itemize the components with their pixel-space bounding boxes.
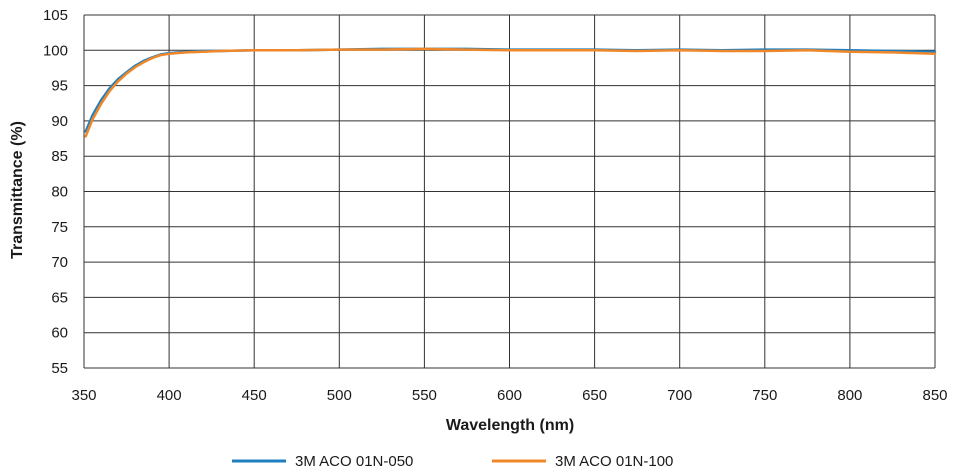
y-tick-label: 80	[51, 184, 68, 201]
x-tick-label: 450	[242, 387, 267, 404]
x-tick-label: 600	[497, 387, 522, 404]
y-tick-label: 100	[43, 42, 68, 59]
y-tick-label: 65	[51, 289, 68, 306]
grid	[83, 14, 936, 369]
x-tick-label: 800	[837, 387, 862, 404]
x-tick-label: 650	[582, 387, 607, 404]
x-tick-label: 850	[922, 387, 947, 404]
x-tick-label: 500	[327, 387, 352, 404]
y-tick-label: 70	[51, 254, 68, 271]
x-tick-label: 550	[412, 387, 437, 404]
y-tick-label: 85	[51, 148, 68, 165]
y-tick-label: 95	[51, 78, 68, 95]
legend: 3M ACO 01N-050 3M ACO 01N-100	[232, 453, 673, 470]
series-line-2	[84, 47, 937, 138]
y-tick-label: 90	[51, 113, 68, 130]
x-tick-label: 750	[752, 387, 777, 404]
x-tick-label: 350	[71, 387, 96, 404]
y-tick-label: 55	[51, 360, 68, 377]
x-axis-title: Wavelength (nm)	[446, 417, 574, 434]
series-line-1	[84, 47, 937, 133]
tick-labels: 350 400 450 500 550 600 650 700 750 800 850 55 60 65 7…	[43, 7, 948, 404]
x-tick-label: 400	[157, 387, 182, 404]
y-axis-title: Transmittance (%)	[9, 121, 26, 259]
y-tick-label: 105	[43, 7, 68, 24]
x-tick-label: 700	[667, 387, 692, 404]
legend-label-1: 3M ACO 01N-050	[295, 453, 413, 470]
y-tick-label: 60	[51, 325, 68, 342]
legend-label-2: 3M ACO 01N-100	[555, 453, 673, 470]
series-lines	[84, 47, 937, 138]
y-tick-label: 75	[51, 219, 68, 236]
